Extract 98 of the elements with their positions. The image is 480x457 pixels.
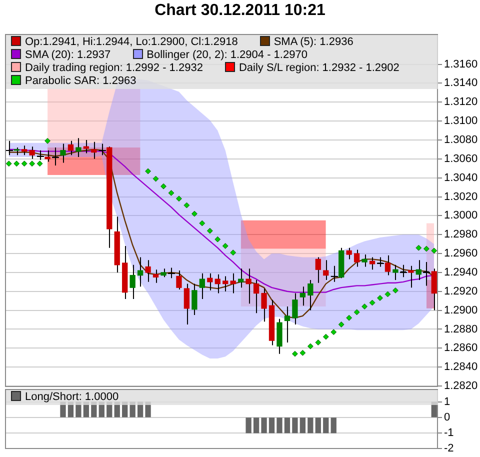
point bbox=[184, 202, 190, 208]
y-tick-label: 1.2860 bbox=[444, 342, 478, 354]
chart-title: Chart 30.12.2011 10:21 bbox=[154, 2, 326, 20]
point bbox=[346, 314, 352, 321]
y-tick-label: 1.3140 bbox=[444, 77, 478, 90]
point bbox=[36, 160, 43, 167]
point bbox=[423, 246, 430, 252]
candlestick bbox=[369, 256, 376, 270]
candlestick bbox=[292, 292, 298, 325]
candlestick bbox=[176, 270, 182, 290]
point bbox=[362, 304, 368, 310]
candlestick bbox=[91, 141, 97, 160]
y-tick-label: 1.2980 bbox=[444, 228, 478, 241]
candlestick bbox=[145, 260, 151, 282]
y-tick-label: 1.2900 bbox=[444, 304, 478, 316]
point bbox=[392, 287, 398, 294]
candlestick bbox=[230, 272, 236, 294]
point bbox=[230, 250, 236, 256]
point bbox=[431, 248, 438, 254]
legend-label: Parabolic SAR: 1.2963 bbox=[24, 75, 136, 88]
legend-label: Daily S/L region: 1.2932 - 1.2902 bbox=[238, 62, 400, 75]
legend-label: SMA (20): 1.2937 bbox=[24, 49, 111, 62]
legend-label: Daily trading region: 1.2992 - 1.2932 bbox=[24, 62, 203, 75]
y-tick-label: 1.3040 bbox=[444, 172, 478, 184]
point bbox=[214, 236, 221, 242]
y-tick-label: 0 bbox=[444, 411, 450, 424]
candlestick bbox=[308, 280, 314, 311]
point bbox=[369, 300, 376, 306]
y-tick-label: -2 bbox=[444, 442, 454, 454]
point bbox=[160, 183, 166, 190]
candlestick bbox=[354, 249, 360, 268]
point bbox=[292, 350, 298, 357]
candlestick bbox=[137, 256, 144, 288]
y-tick-label: 1.2920 bbox=[444, 285, 478, 298]
point bbox=[168, 190, 174, 196]
y-tick-label: 1.3080 bbox=[444, 134, 478, 146]
y-tick-label: 1 bbox=[444, 396, 450, 408]
candlestick bbox=[152, 269, 159, 284]
point bbox=[354, 309, 360, 316]
y-tick-label: 1.2940 bbox=[444, 266, 478, 278]
legend-label: Op:1.2941, Hi:1.2944, Lo:1.2900, Cl:1.2918 bbox=[24, 36, 238, 49]
y-tick-label: 1.3160 bbox=[444, 58, 478, 70]
point bbox=[315, 340, 322, 346]
candlestick bbox=[29, 146, 35, 160]
candlestick bbox=[300, 286, 306, 306]
y-tick-label: 1.3060 bbox=[444, 152, 478, 165]
point bbox=[222, 243, 228, 249]
candlestick bbox=[22, 145, 28, 156]
legend-label: Long/Short: 1.0000 bbox=[24, 391, 119, 404]
point bbox=[44, 138, 50, 144]
candlestick bbox=[76, 138, 82, 158]
candlestick bbox=[253, 280, 260, 314]
point bbox=[338, 322, 344, 328]
candlestick bbox=[222, 276, 228, 292]
point bbox=[384, 291, 391, 298]
y-tick-label: 1.3100 bbox=[444, 115, 478, 128]
candlestick bbox=[199, 272, 205, 300]
point bbox=[6, 160, 12, 167]
candlestick bbox=[60, 143, 66, 164]
candlestick bbox=[238, 268, 244, 288]
candlestick bbox=[214, 274, 220, 294]
point bbox=[300, 350, 306, 356]
point bbox=[29, 160, 36, 167]
point bbox=[21, 160, 28, 167]
y-tick-label: -1 bbox=[444, 426, 454, 439]
candlestick bbox=[83, 139, 90, 154]
candlestick bbox=[346, 247, 352, 260]
candlestick bbox=[323, 260, 329, 281]
candlestick bbox=[261, 288, 267, 322]
y-tick-label: 1.2840 bbox=[444, 361, 478, 374]
point bbox=[176, 196, 182, 202]
point bbox=[191, 210, 198, 217]
candlestick bbox=[284, 306, 290, 343]
y-tick-label: 1.2820 bbox=[444, 380, 478, 392]
point bbox=[377, 295, 383, 301]
y-tick-label: 1.3020 bbox=[444, 190, 478, 203]
legend-label: SMA (5): 1.2936 bbox=[272, 36, 354, 49]
candlestick bbox=[184, 283, 190, 325]
point bbox=[199, 220, 206, 226]
candlestick bbox=[192, 283, 198, 316]
point bbox=[206, 228, 213, 234]
point bbox=[416, 244, 422, 251]
y-tick-label: 1.3120 bbox=[444, 96, 478, 108]
candlestick bbox=[130, 264, 136, 300]
point bbox=[152, 176, 159, 182]
point bbox=[14, 160, 20, 167]
y-tick-label: 1.2960 bbox=[444, 248, 478, 260]
candlestick bbox=[362, 254, 368, 268]
point bbox=[145, 168, 151, 174]
candlestick bbox=[68, 140, 74, 156]
candlestick bbox=[246, 268, 252, 304]
point bbox=[330, 329, 337, 336]
y-tick-label: 1.3000 bbox=[444, 210, 478, 222]
candlestick bbox=[315, 256, 321, 284]
point bbox=[322, 334, 329, 340]
point bbox=[307, 343, 314, 350]
legend-label: Bollinger (20, 2): 1.2904 - 1.2970 bbox=[146, 49, 308, 62]
y-tick-label: 1.2880 bbox=[444, 323, 478, 336]
